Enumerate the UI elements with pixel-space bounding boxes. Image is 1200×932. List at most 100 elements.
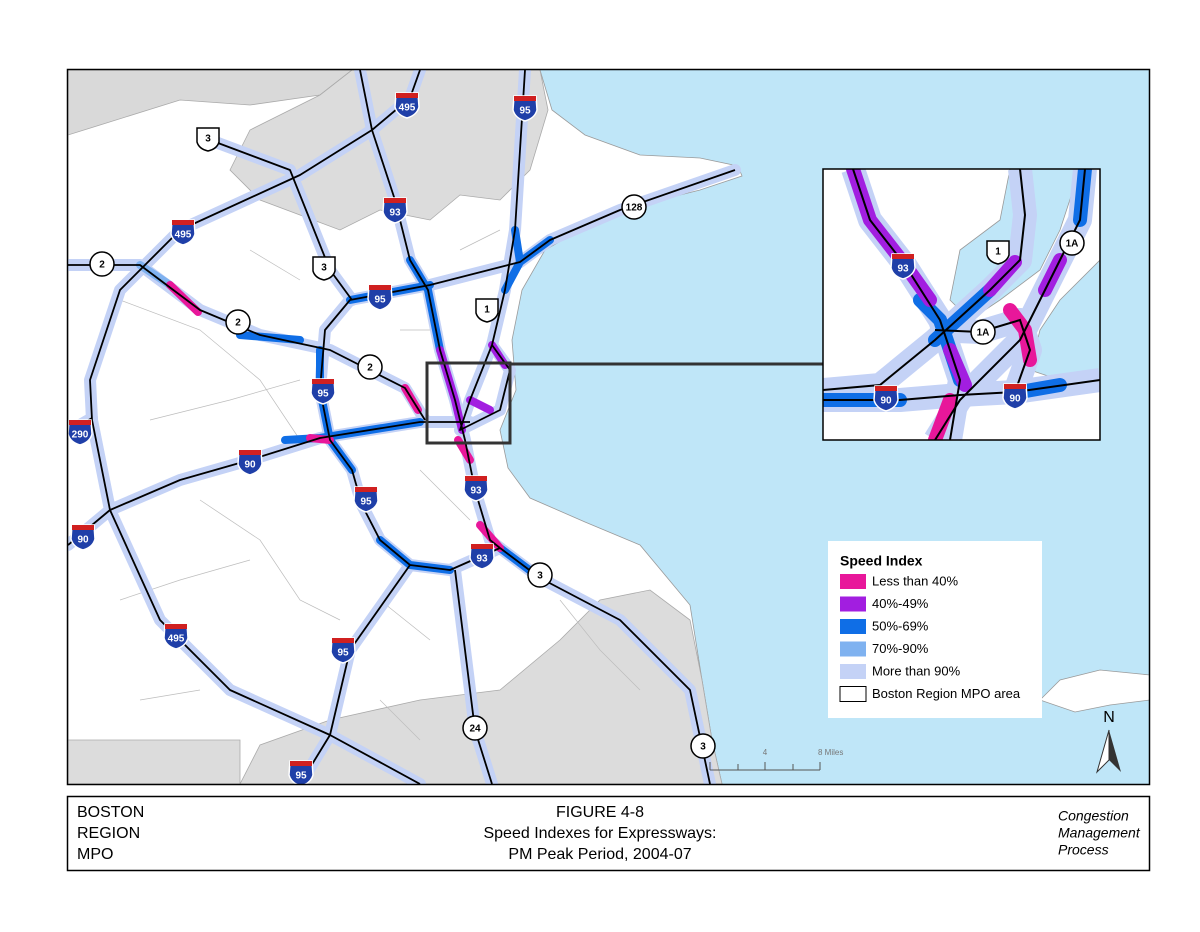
shield-body	[873, 385, 899, 412]
shield-body	[68, 419, 93, 446]
interstate-shield: 95	[512, 95, 538, 122]
shield-body	[1002, 383, 1028, 410]
program-name: Congestion	[1058, 808, 1129, 824]
legend-swatch	[840, 664, 866, 679]
state-shield: 3	[690, 733, 716, 759]
shield-label: 2	[99, 260, 105, 271]
interstate-shield: 93	[463, 475, 489, 502]
shield-top	[172, 220, 194, 225]
shield-label: 1	[484, 305, 490, 316]
shield-label: 93	[389, 208, 401, 219]
legend-swatch	[840, 641, 866, 657]
north-arrow: N	[1095, 709, 1121, 774]
shield-body	[163, 623, 189, 650]
shield-label: 495	[168, 634, 185, 645]
shield-body	[310, 378, 336, 405]
state-shield: 1A	[970, 319, 996, 345]
shield-body	[986, 240, 1010, 265]
road-centerline	[371, 129, 501, 549]
interstate-shield: 95	[288, 760, 314, 784]
scale-bar: 4 8 Miles	[709, 748, 843, 771]
shield-label: 290	[72, 430, 89, 441]
shield-top	[465, 476, 487, 481]
shield-body	[475, 298, 499, 323]
legend: Speed Index Less than 40% 40%-49% 50%-69% 7…	[828, 541, 1042, 718]
interstate-shield: 90	[70, 524, 96, 551]
shield-body	[357, 354, 383, 380]
road-speed-segment	[928, 393, 957, 440]
us-shield: 3	[312, 256, 336, 281]
us-shield: 3	[196, 127, 220, 152]
legend-label: More than 90%	[872, 663, 961, 678]
shield-label: 90	[244, 460, 256, 471]
interstate-shield: 495	[163, 623, 189, 650]
town-boundaries	[119, 229, 641, 741]
scale-label: 4	[763, 748, 768, 757]
shield-body	[353, 486, 379, 513]
state-shield: 1A	[1059, 230, 1085, 256]
shield-label: 2	[367, 363, 373, 374]
shield-label: 90	[880, 396, 892, 407]
shield-label: 95	[295, 771, 307, 782]
inset-frame	[822, 168, 1101, 441]
road-centerline	[934, 318, 1032, 393]
shield-label: 93	[897, 264, 909, 275]
shield-body	[237, 449, 263, 476]
interstate-shield: 95	[353, 486, 379, 513]
shield-label: 95	[317, 389, 329, 400]
road-speed-segment	[466, 396, 494, 414]
legend-swatch	[840, 596, 866, 612]
shield-body	[527, 562, 553, 588]
shield-body	[367, 284, 393, 311]
shield-label: 2	[235, 318, 241, 329]
shield-label: 90	[1009, 394, 1021, 405]
shield-top	[312, 379, 334, 384]
legend-title: Speed Index	[840, 553, 923, 569]
figure-title: FIGURE 4-8	[556, 804, 644, 821]
shield-top	[72, 525, 94, 530]
shield-label: 3	[205, 134, 211, 145]
shield-top	[369, 285, 391, 290]
shield-body	[89, 251, 115, 277]
shield-top	[69, 420, 91, 425]
interstate-shield: 95	[367, 284, 393, 311]
legend-label: 70%-90%	[872, 641, 929, 656]
shield-body	[312, 256, 336, 281]
shield-label: 1A	[1066, 239, 1079, 250]
shield-body	[1059, 230, 1085, 256]
shield-top	[165, 624, 187, 629]
shield-label: 3	[537, 571, 543, 582]
road-centerline	[934, 169, 1086, 440]
road-centerline	[852, 169, 962, 440]
state-shield: 128	[621, 194, 647, 220]
shield-body	[70, 524, 96, 551]
agency-name: MPO	[77, 846, 113, 863]
shield-top	[396, 93, 418, 98]
shield-body	[170, 219, 196, 246]
state-shield: 24	[462, 715, 488, 741]
road-speed-segment	[511, 226, 524, 266]
us-shield: 1	[475, 298, 499, 323]
shield-body	[330, 637, 356, 664]
legend-swatch	[840, 574, 866, 589]
shield-body	[621, 194, 647, 220]
road-centerline	[209, 139, 353, 301]
north-label: N	[1103, 709, 1115, 726]
shield-label: 1	[995, 247, 1001, 258]
road-centerline	[823, 169, 1027, 391]
shield-label: 93	[476, 554, 488, 565]
inset-locator	[425, 361, 512, 445]
program-name: Management	[1058, 825, 1141, 841]
interstate-shield: 93	[469, 543, 495, 570]
shield-body	[288, 760, 314, 784]
shield-label: 3	[700, 742, 706, 753]
shield-top	[355, 487, 377, 492]
shield-top	[290, 761, 312, 766]
shield-top	[514, 96, 536, 101]
shield-body	[512, 95, 538, 122]
figure-title: PM Peak Period, 2004-07	[508, 846, 691, 863]
shield-body	[890, 253, 916, 280]
shield-top	[332, 638, 354, 643]
